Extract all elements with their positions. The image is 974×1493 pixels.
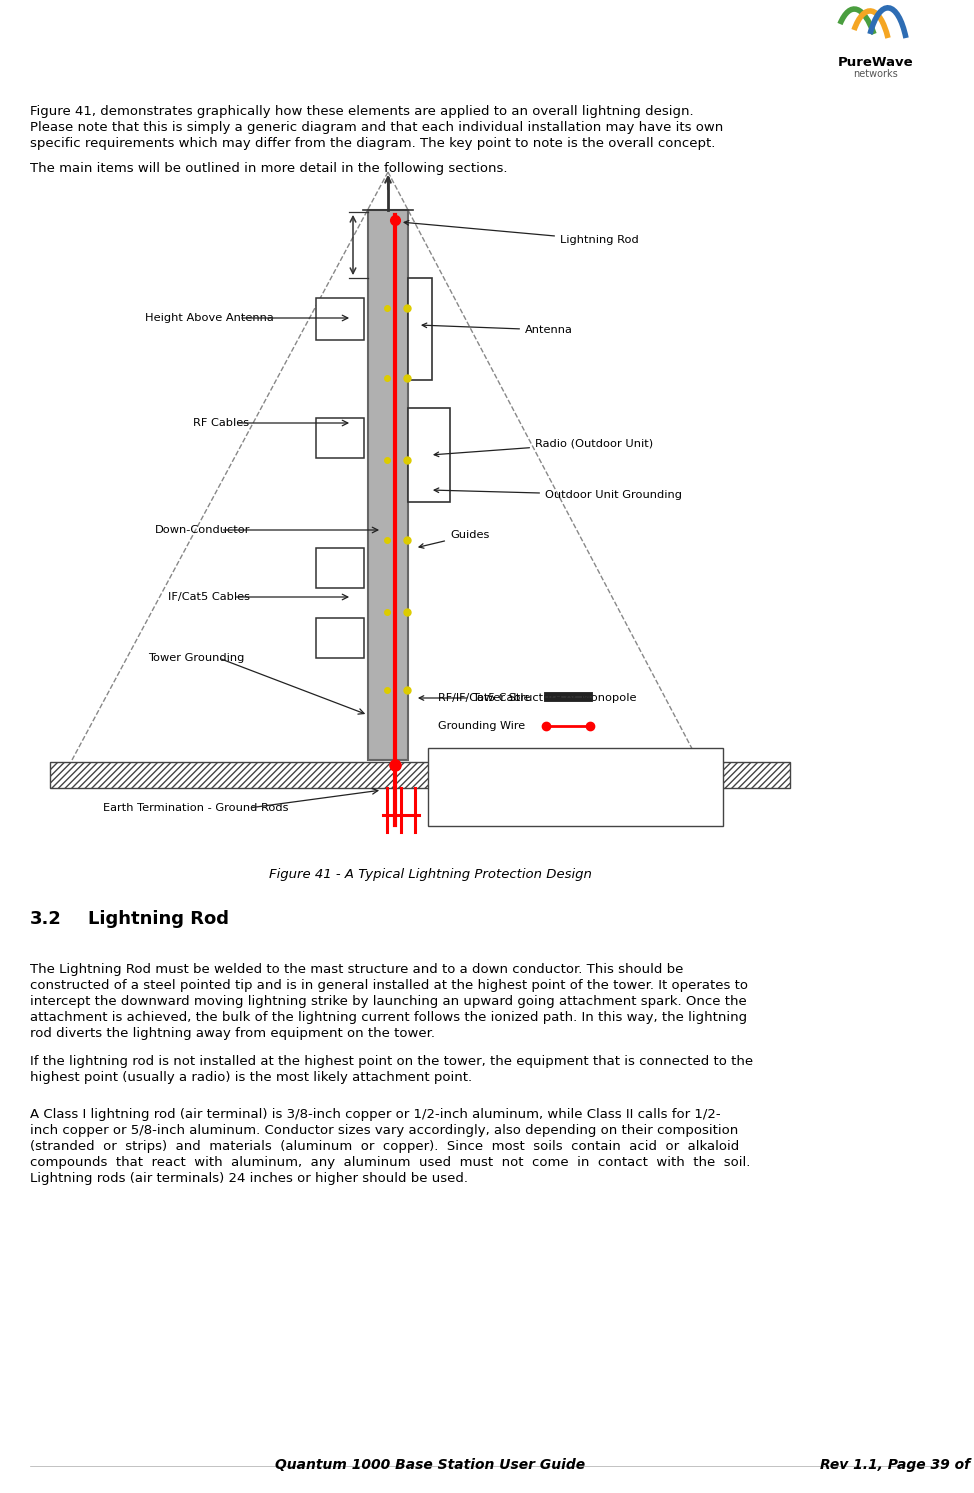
Text: Tower Grounding: Tower Grounding [148, 652, 244, 663]
Bar [408, 408, 450, 502]
Text: Figure 41 - A Typical Lightning Protection Design: Figure 41 - A Typical Lightning Protecti… [269, 867, 591, 881]
Bar [316, 548, 364, 588]
Text: Antenna: Antenna [422, 322, 573, 334]
Text: If the lightning rod is not installed at the highest point on the tower, the equ: If the lightning rod is not installed at… [30, 1056, 753, 1067]
Text: Lightning rods (air terminals) 24 inches or higher should be used.: Lightning rods (air terminals) 24 inches… [30, 1172, 468, 1185]
Text: A Class I lightning rod (air terminal) is 3/8-inch copper or 1/2-inch aluminum, : A Class I lightning rod (air terminal) i… [30, 1108, 721, 1121]
Text: IF/Cat5 Cables: IF/Cat5 Cables [168, 593, 250, 602]
Text: Please note that this is simply a generic diagram and that each individual insta: Please note that this is simply a generi… [30, 121, 724, 134]
Text: Grounding Wire: Grounding Wire [438, 721, 525, 732]
Bar [316, 299, 364, 340]
Text: Lightning Rod: Lightning Rod [88, 911, 229, 929]
Text: Guides: Guides [419, 530, 489, 548]
Text: RF/IF/Cat5 Cable: RF/IF/Cat5 Cable [438, 693, 531, 703]
Text: The main items will be outlined in more detail in the following sections.: The main items will be outlined in more … [30, 163, 507, 175]
Bar [408, 278, 432, 381]
Text: inch copper or 5/8-inch aluminum. Conductor sizes vary accordingly, also dependi: inch copper or 5/8-inch aluminum. Conduc… [30, 1124, 738, 1138]
Text: compounds  that  react  with  aluminum,  any  aluminum  used  must  not  come  i: compounds that react with aluminum, any … [30, 1156, 750, 1169]
Text: (stranded  or  strips)  and  materials  (aluminum  or  copper).  Since  most  so: (stranded or strips) and materials (alum… [30, 1141, 739, 1153]
Text: Figure 41, demonstrates graphically how these elements are applied to an overall: Figure 41, demonstrates graphically how … [30, 105, 693, 118]
Text: Earth Termination - Ground Rods: Earth Termination - Ground Rods [103, 803, 288, 814]
Text: highest point (usually a radio) is the most likely attachment point.: highest point (usually a radio) is the m… [30, 1070, 472, 1084]
Text: Tower Structure or Monopole: Tower Structure or Monopole [419, 693, 636, 703]
Bar [428, 748, 723, 826]
Text: specific requirements which may differ from the diagram. The key point to note i: specific requirements which may differ f… [30, 137, 715, 149]
Text: intercept the downward moving lightning strike by launching an upward going atta: intercept the downward moving lightning … [30, 994, 747, 1008]
Text: RF Cables: RF Cables [193, 418, 249, 428]
Text: The Lightning Rod must be welded to the mast structure and to a down conductor. : The Lightning Rod must be welded to the … [30, 963, 684, 976]
Text: rod diverts the lightning away from equipment on the tower.: rod diverts the lightning away from equi… [30, 1027, 435, 1041]
Bar [50, 761, 790, 788]
Text: networks: networks [853, 69, 898, 79]
Text: Lightning Rod: Lightning Rod [404, 221, 639, 245]
Text: Radio (Outdoor Unit): Radio (Outdoor Unit) [434, 437, 654, 457]
Text: Rev 1.1, Page 39 of 70: Rev 1.1, Page 39 of 70 [820, 1459, 974, 1472]
Bar [316, 618, 364, 658]
Bar [368, 211, 408, 760]
Text: constructed of a steel pointed tip and is in general installed at the highest po: constructed of a steel pointed tip and i… [30, 979, 748, 991]
Text: attachment is achieved, the bulk of the lightning current follows the ionized pa: attachment is achieved, the bulk of the … [30, 1011, 747, 1024]
Bar [316, 418, 364, 458]
Text: PureWave: PureWave [839, 57, 914, 69]
Text: Height Above Antenna: Height Above Antenna [145, 314, 274, 322]
Text: 3.2: 3.2 [30, 911, 62, 929]
Text: Down-Conductor: Down-Conductor [155, 526, 250, 534]
Text: Outdoor Unit Grounding: Outdoor Unit Grounding [434, 488, 682, 500]
Text: Quantum 1000 Base Station User Guide: Quantum 1000 Base Station User Guide [275, 1459, 585, 1472]
